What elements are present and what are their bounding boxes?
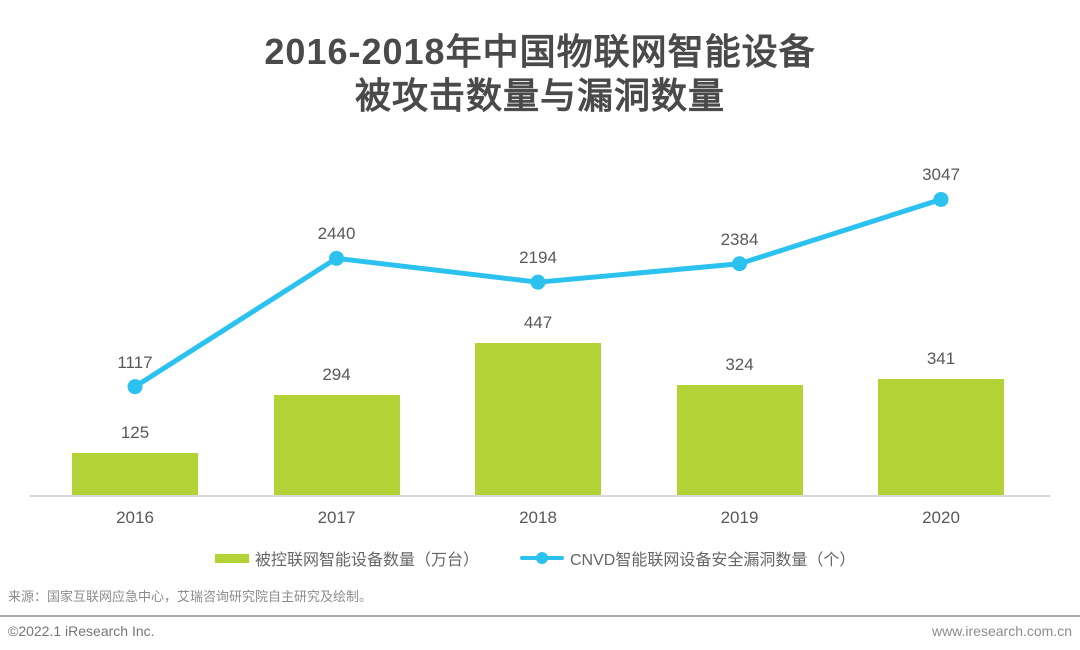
chart-title-line2: 被攻击数量与漏洞数量 (354, 75, 725, 116)
line-data-point (329, 250, 344, 266)
bar-2019 (676, 384, 803, 495)
legend-item-devices: 被控联网智能设备数量（万台） (215, 548, 480, 569)
source-note: 来源：国家互联网应急中心，艾瑞咨询研究院自主研究及绘制。 (8, 589, 373, 604)
line-data-point (732, 256, 747, 272)
chart-title: 2016-2018年中国物联网智能设备 被攻击数量与漏洞数量 (0, 30, 1080, 118)
line-value-label: 2384 (720, 229, 759, 249)
bar-value-label: 341 (926, 349, 956, 369)
x-axis-label-2018: 2018 (519, 508, 557, 527)
x-axis-label-2020: 2020 (922, 508, 960, 527)
x-axis-label-2019: 2019 (720, 508, 759, 527)
line-value-label: 2440 (317, 224, 356, 244)
bar-2020 (878, 379, 1004, 495)
bar-value-label: 324 (725, 354, 754, 374)
line-value-label: 1117 (117, 352, 153, 372)
bar-2018 (475, 343, 601, 495)
footer-divider (0, 615, 1080, 617)
bar-value-label: 125 (120, 422, 150, 442)
x-axis-label-2017: 2017 (317, 508, 356, 527)
x-axis-line (30, 495, 1050, 497)
bar-legend-label: 被控联网智能设备数量（万台） (255, 552, 480, 569)
bar-legend-swatch (215, 553, 249, 563)
chart-title-line1: 2016-2018年中国物联网智能设备 (264, 31, 816, 72)
website-link[interactable]: www.iresearch.com.cn (931, 623, 1072, 639)
bar-value-label: 294 (322, 365, 351, 385)
line-data-point (530, 274, 546, 290)
legend-item-vulnerabilities: CNVD智能联网设备安全漏洞数量（个） (520, 548, 856, 569)
line-value-label: 2194 (519, 248, 557, 268)
bar-value-label: 447 (523, 313, 553, 333)
line-value-label: 3047 (922, 165, 960, 185)
bar-2017 (273, 395, 400, 495)
bar-2016 (72, 452, 198, 495)
line-legend-swatch (520, 551, 564, 565)
x-axis-label-2016: 2016 (116, 508, 154, 527)
line-data-point (127, 379, 143, 395)
line-data-point (933, 191, 949, 207)
line-legend-label: CNVD智能联网设备安全漏洞数量（个） (570, 552, 856, 569)
copyright-text: ©2022.1 iResearch Inc. (8, 623, 155, 639)
